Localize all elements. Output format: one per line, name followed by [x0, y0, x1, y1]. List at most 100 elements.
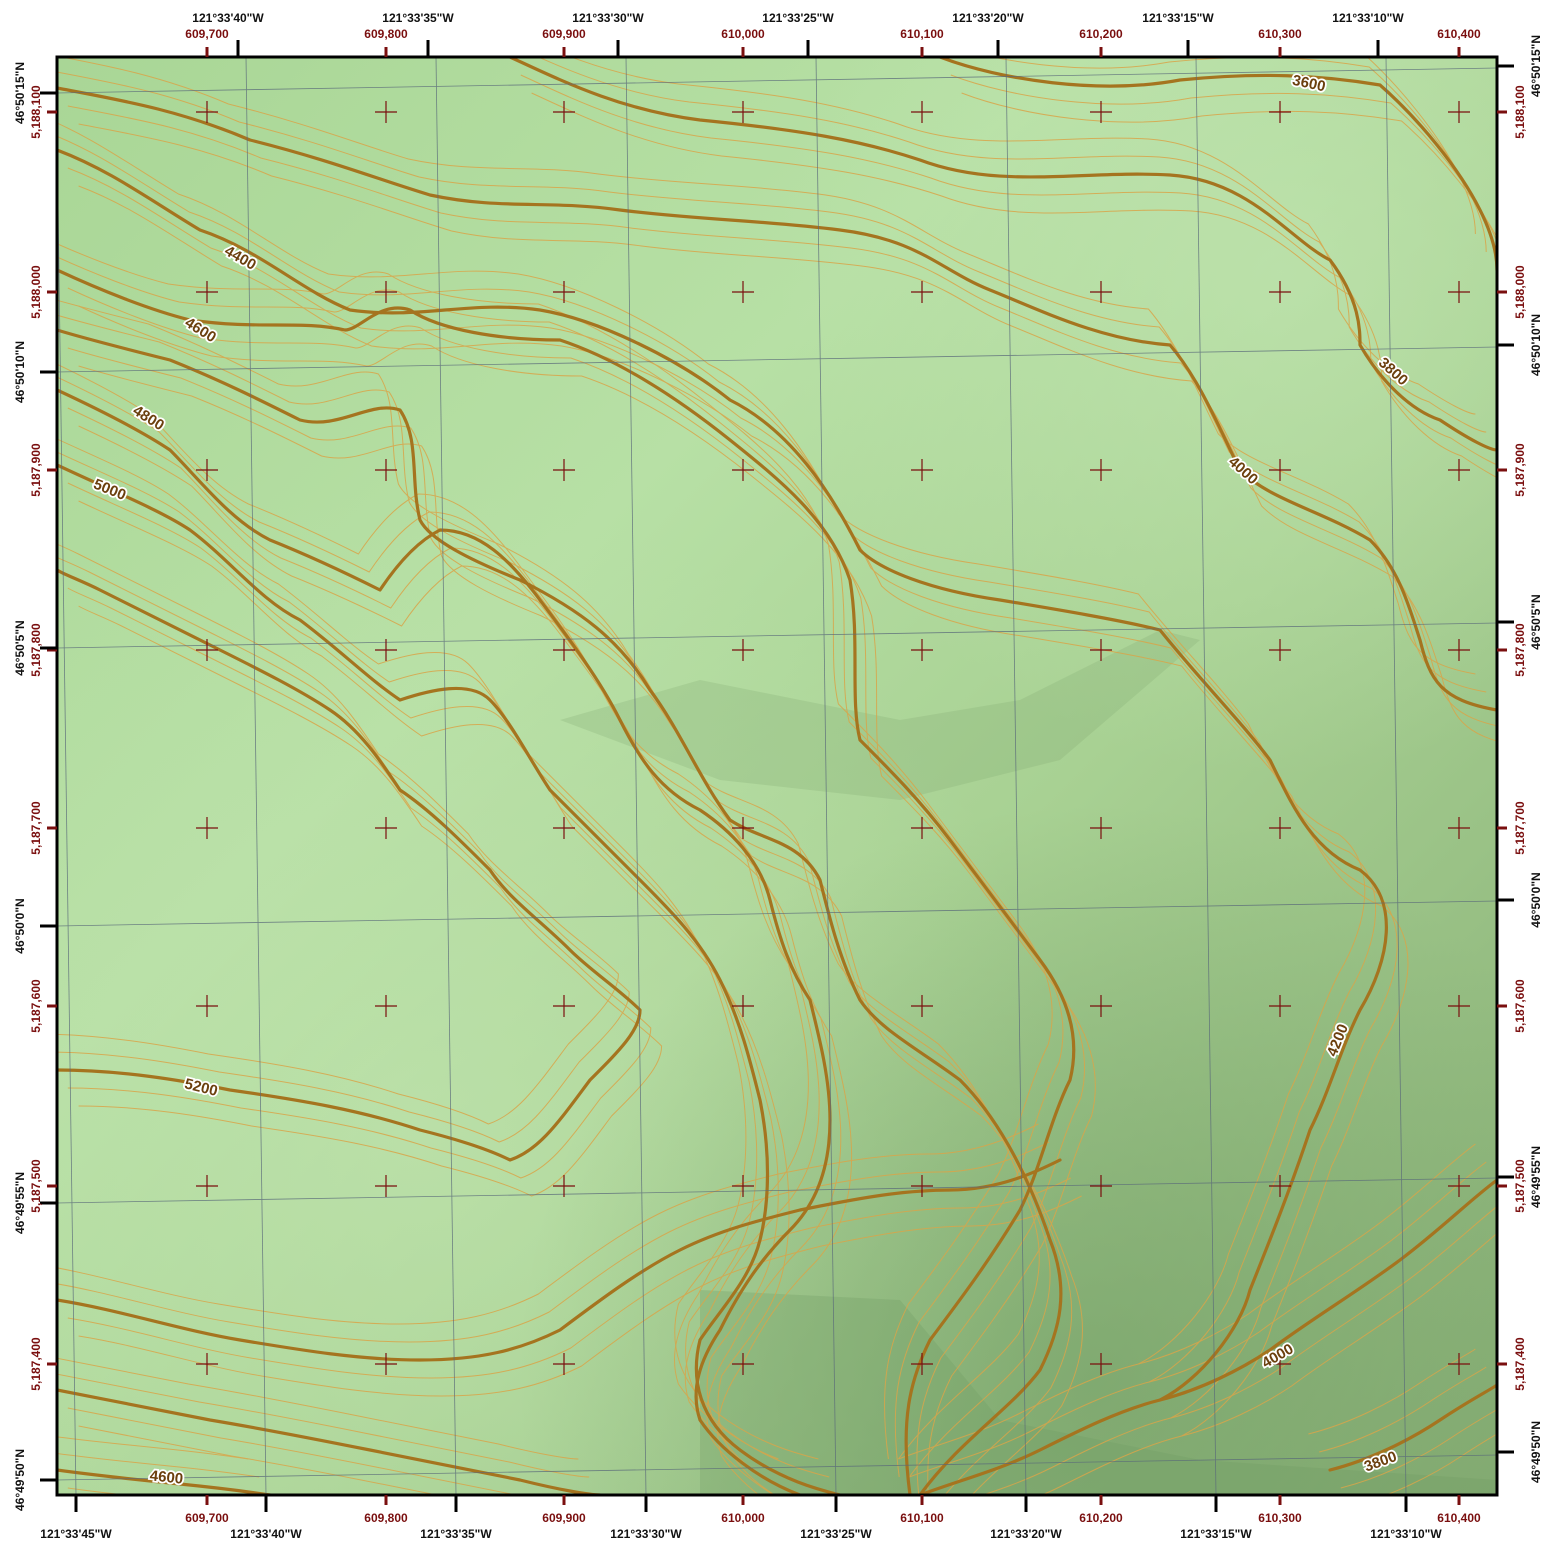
minor-contour [1181, 1232, 1497, 1437]
left-lat-label: 46°50'5"N [13, 620, 27, 675]
top-easting-label: 609,800 [364, 27, 408, 41]
minor-contour [531, 92, 1497, 479]
minor-contour [67, 587, 652, 1179]
left-lat-label: 46°49'50"N [13, 1449, 27, 1511]
right-northing-label: 5,187,800 [1513, 623, 1527, 677]
contour-4000-lower [1158, 1178, 1497, 1402]
contour-4800 [57, 388, 832, 1495]
graticule-parallel [57, 1454, 1497, 1481]
graticule-meridian [57, 100, 77, 1495]
bottom-lon-label: 121°33'25"W [800, 1527, 872, 1541]
minor-contour [78, 1195, 1082, 1397]
graticule-meridian [435, 57, 457, 1495]
minor-contour [67, 1177, 1072, 1379]
top-easting-label: 610,400 [1437, 27, 1481, 41]
right-northing-label: 5,187,400 [1513, 1337, 1527, 1391]
minor-contour [57, 256, 1064, 1478]
minor-contour [537, 57, 1487, 433]
terrain-layer [57, 57, 1497, 1495]
right-northing-label: 5,187,900 [1513, 443, 1527, 497]
utm-grid-crosses [196, 101, 1470, 1375]
top-easting-label: 610,000 [721, 27, 765, 41]
right-lat-label: 46°50'15"N [1529, 35, 1543, 97]
contour-5000 [57, 463, 842, 1495]
bottom-easting-label: 609,800 [364, 1511, 408, 1525]
top-axis-labels: 121°33'40"W 121°33'35"W 121°33'30"W 121°… [185, 11, 1481, 41]
contour-4600-upper [57, 328, 1063, 1495]
right-lat-label: 46°49'55"N [1529, 1146, 1543, 1208]
minor-contour [57, 243, 1053, 1460]
graticule-meridian [1195, 57, 1217, 1495]
contour-5200 [57, 568, 642, 1162]
map-frame [55, 55, 1499, 1497]
top-lon-label: 121°33'10"W [1332, 11, 1404, 25]
graticule-parallel [57, 622, 1497, 649]
left-lat-label: 46°50'15"N [13, 62, 27, 124]
top-easting-label: 610,100 [900, 27, 944, 41]
minor-contour [57, 438, 819, 1460]
minor-contour [1319, 1366, 1487, 1453]
minor-contour [67, 482, 799, 1495]
minor-contour [57, 135, 1376, 1478]
contour-label-4600-lower: 4600 [149, 1467, 184, 1487]
minor-contour [57, 122, 1366, 1460]
graticule-parallel [57, 346, 1497, 373]
minor-contour [57, 1452, 260, 1478]
minor-contour [67, 167, 1398, 1495]
contour-3800-lower [1328, 1383, 1497, 1472]
minor-contour [78, 425, 853, 1495]
minor-contour [1308, 1348, 1476, 1435]
minor-contour [67, 407, 842, 1495]
graticule-meridian [245, 57, 267, 1495]
minor-contour [950, 74, 1497, 244]
right-northing-label: 5,188,000 [1513, 265, 1527, 319]
left-northing-label: 5,188,000 [29, 265, 43, 319]
terrain-highlight-ne [57, 57, 1497, 1495]
minor-contour [67, 287, 1086, 1495]
bottom-easting-label: 609,900 [542, 1511, 586, 1525]
minor-contour [57, 1141, 1050, 1343]
top-lon-label: 121°33'15"W [1142, 11, 1214, 25]
minor-contour [57, 543, 619, 1125]
bottom-lon-label: 121°33'35"W [420, 1527, 492, 1541]
minor-contour [57, 451, 830, 1478]
minor-contour [78, 305, 1096, 1495]
top-lon-label: 121°33'30"W [572, 11, 644, 25]
bottom-easting-label: 609,700 [185, 1511, 229, 1525]
left-northing-label: 5,187,900 [29, 443, 43, 497]
left-northing-label: 5,187,800 [29, 623, 43, 677]
minor-contour [59, 57, 1476, 675]
right-northing-label: 5,188,100 [1513, 85, 1527, 139]
minor-contour [1138, 1143, 1476, 1365]
minor-contour [57, 1357, 579, 1460]
minor-contour [67, 1407, 519, 1495]
bottom-lon-label: 121°33'15"W [1180, 1527, 1252, 1541]
bottom-lon-label: 121°33'45"W [40, 1527, 112, 1541]
graticule-parallel [57, 900, 1497, 927]
index-contours [57, 57, 1497, 1495]
top-easting-label: 610,300 [1258, 27, 1302, 41]
contour-4200 [57, 148, 1388, 1495]
minor-contour [520, 74, 1497, 466]
contour-4800-lower [57, 1158, 1062, 1362]
bottom-lon-label: 121°33'40"W [230, 1527, 302, 1541]
contour-3600 [938, 57, 1497, 272]
minor-contour [57, 1123, 1039, 1325]
minor-contour [1170, 1205, 1497, 1419]
right-axis-labels: 5,188,100 5,188,000 5,187,900 5,187,800 … [1513, 35, 1543, 1483]
bottom-easting-label: 610,400 [1437, 1511, 1481, 1525]
top-easting-label: 610,200 [1079, 27, 1123, 41]
ridge-shadow [560, 630, 1200, 800]
minor-contour [67, 1487, 129, 1495]
left-northing-label: 5,187,400 [29, 1337, 43, 1391]
minor-contour [57, 71, 1487, 693]
contour-4400-lower [57, 1468, 272, 1495]
frame-ticks [40, 40, 1514, 1512]
bottom-axis-labels: 609,700 609,800 609,900 610,000 610,100 … [40, 1511, 1481, 1541]
top-lon-label: 121°33'25"W [762, 11, 834, 25]
bottom-lon-label: 121°33'20"W [990, 1527, 1062, 1541]
graticule-meridian [1385, 57, 1407, 1495]
minor-contour [78, 500, 790, 1495]
right-northing-label: 5,187,500 [1513, 1159, 1527, 1213]
right-lat-label: 46°49'50"N [1529, 1421, 1543, 1483]
